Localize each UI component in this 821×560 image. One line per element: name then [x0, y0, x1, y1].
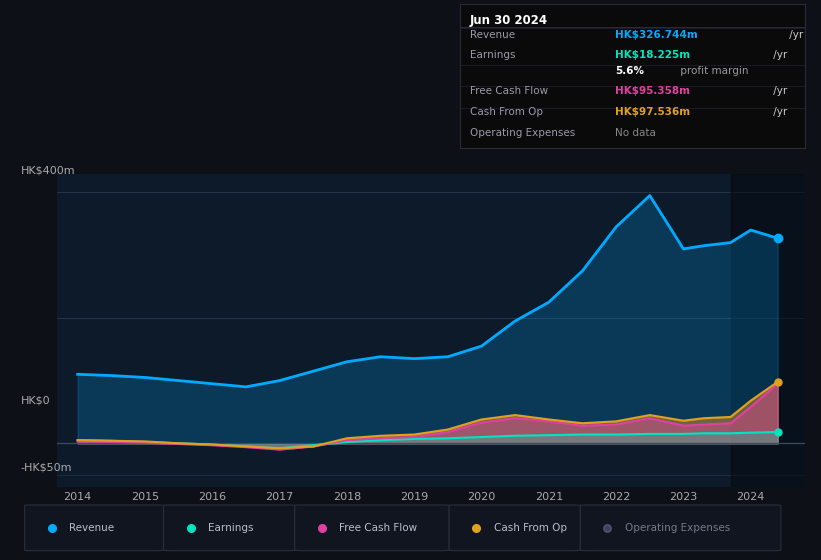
FancyBboxPatch shape — [25, 505, 163, 550]
Text: Cash From Op: Cash From Op — [470, 106, 544, 116]
Text: HK$97.536m: HK$97.536m — [615, 106, 690, 116]
Text: Operating Expenses: Operating Expenses — [625, 523, 731, 533]
Text: Operating Expenses: Operating Expenses — [470, 128, 576, 138]
FancyBboxPatch shape — [163, 505, 295, 550]
Text: /yr: /yr — [770, 106, 787, 116]
Text: Free Cash Flow: Free Cash Flow — [340, 523, 418, 533]
FancyBboxPatch shape — [580, 505, 781, 550]
Text: Earnings: Earnings — [470, 50, 516, 60]
Text: Jun 30 2024: Jun 30 2024 — [470, 14, 548, 27]
Text: profit margin: profit margin — [677, 66, 749, 76]
Text: HK$0: HK$0 — [21, 395, 50, 405]
Text: 5.6%: 5.6% — [615, 66, 644, 76]
Text: -HK$50m: -HK$50m — [21, 463, 72, 473]
Text: Earnings: Earnings — [209, 523, 254, 533]
Text: /yr: /yr — [770, 86, 787, 96]
Text: HK$400m: HK$400m — [21, 166, 76, 176]
Bar — [731, 174, 811, 487]
Text: Revenue: Revenue — [70, 523, 114, 533]
FancyBboxPatch shape — [449, 505, 580, 550]
FancyBboxPatch shape — [295, 505, 449, 550]
Text: HK$18.225m: HK$18.225m — [615, 50, 690, 60]
Text: Free Cash Flow: Free Cash Flow — [470, 86, 548, 96]
Text: No data: No data — [615, 128, 656, 138]
Text: HK$326.744m: HK$326.744m — [615, 30, 698, 40]
Text: /yr: /yr — [786, 30, 803, 40]
Text: Revenue: Revenue — [470, 30, 516, 40]
Text: HK$95.358m: HK$95.358m — [615, 86, 690, 96]
Text: Cash From Op: Cash From Op — [494, 523, 566, 533]
Text: /yr: /yr — [770, 50, 787, 60]
